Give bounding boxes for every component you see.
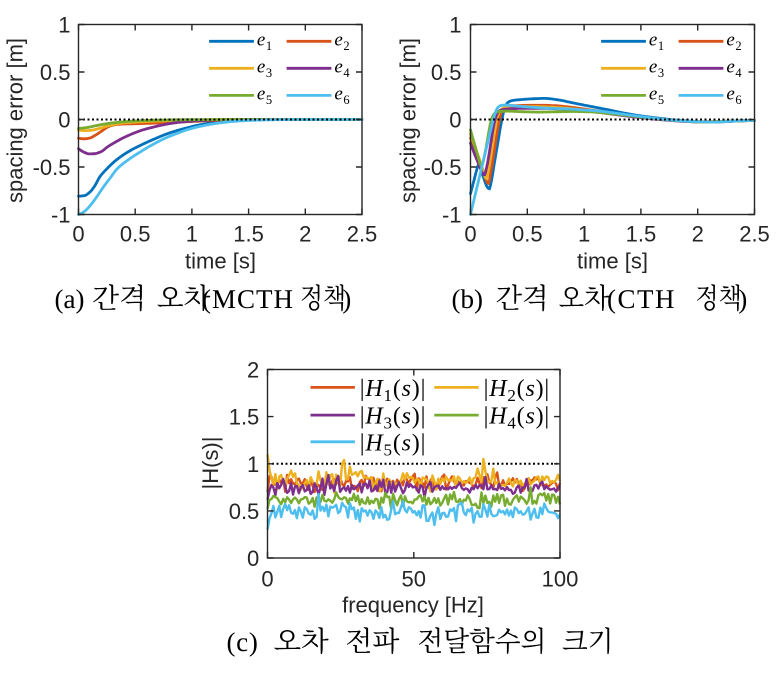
svg-text:1: 1	[186, 221, 198, 246]
svg-text:2: 2	[692, 221, 704, 246]
svg-text:-0.5: -0.5	[33, 155, 71, 180]
svg-text:1: 1	[58, 13, 70, 38]
svg-text:1.5: 1.5	[233, 221, 264, 246]
svg-text:0.5: 0.5	[431, 60, 462, 85]
svg-text:-1: -1	[442, 203, 462, 228]
svg-text:0: 0	[449, 108, 461, 133]
svg-text:|H3(s)|: |H3(s)|	[360, 404, 426, 433]
svg-text:1: 1	[578, 221, 590, 246]
svg-text:0: 0	[464, 221, 476, 246]
svg-text:1: 1	[247, 452, 259, 477]
svg-text:0: 0	[72, 221, 84, 246]
svg-text:100: 100	[542, 567, 579, 592]
svg-text:50: 50	[402, 567, 426, 592]
svg-text:0: 0	[58, 108, 70, 133]
svg-text:2.5: 2.5	[347, 221, 378, 246]
svg-text:0.5: 0.5	[512, 221, 543, 246]
svg-text:spacing error [m]: spacing error [m]	[3, 38, 28, 203]
svg-text:0.5: 0.5	[229, 499, 260, 524]
svg-text:frequency [Hz]: frequency [Hz]	[342, 593, 484, 618]
svg-text:0.5: 0.5	[120, 221, 151, 246]
svg-text:|H4(s)|: |H4(s)|	[484, 404, 550, 433]
svg-text:0.5: 0.5	[40, 60, 71, 85]
svg-text:-0.5: -0.5	[424, 155, 462, 180]
svg-text:0: 0	[261, 567, 273, 592]
svg-text:2: 2	[299, 221, 311, 246]
svg-text:1.5: 1.5	[229, 405, 260, 430]
svg-text:|H2(s)|: |H2(s)|	[484, 376, 550, 405]
svg-text:0: 0	[247, 546, 259, 571]
svg-text:2.5: 2.5	[739, 221, 770, 246]
svg-text:|H1(s)|: |H1(s)|	[360, 376, 426, 405]
svg-text:2: 2	[247, 358, 259, 383]
svg-text:-1: -1	[51, 203, 71, 228]
svg-text:time [s]: time [s]	[185, 249, 256, 274]
svg-text:1: 1	[449, 13, 461, 38]
svg-text:|H(s)|: |H(s)|	[198, 437, 223, 490]
svg-text:spacing error [m]: spacing error [m]	[396, 38, 421, 203]
svg-text:|H5(s)|: |H5(s)|	[360, 430, 426, 459]
svg-text:time [s]: time [s]	[577, 249, 648, 274]
svg-text:1.5: 1.5	[626, 221, 657, 246]
